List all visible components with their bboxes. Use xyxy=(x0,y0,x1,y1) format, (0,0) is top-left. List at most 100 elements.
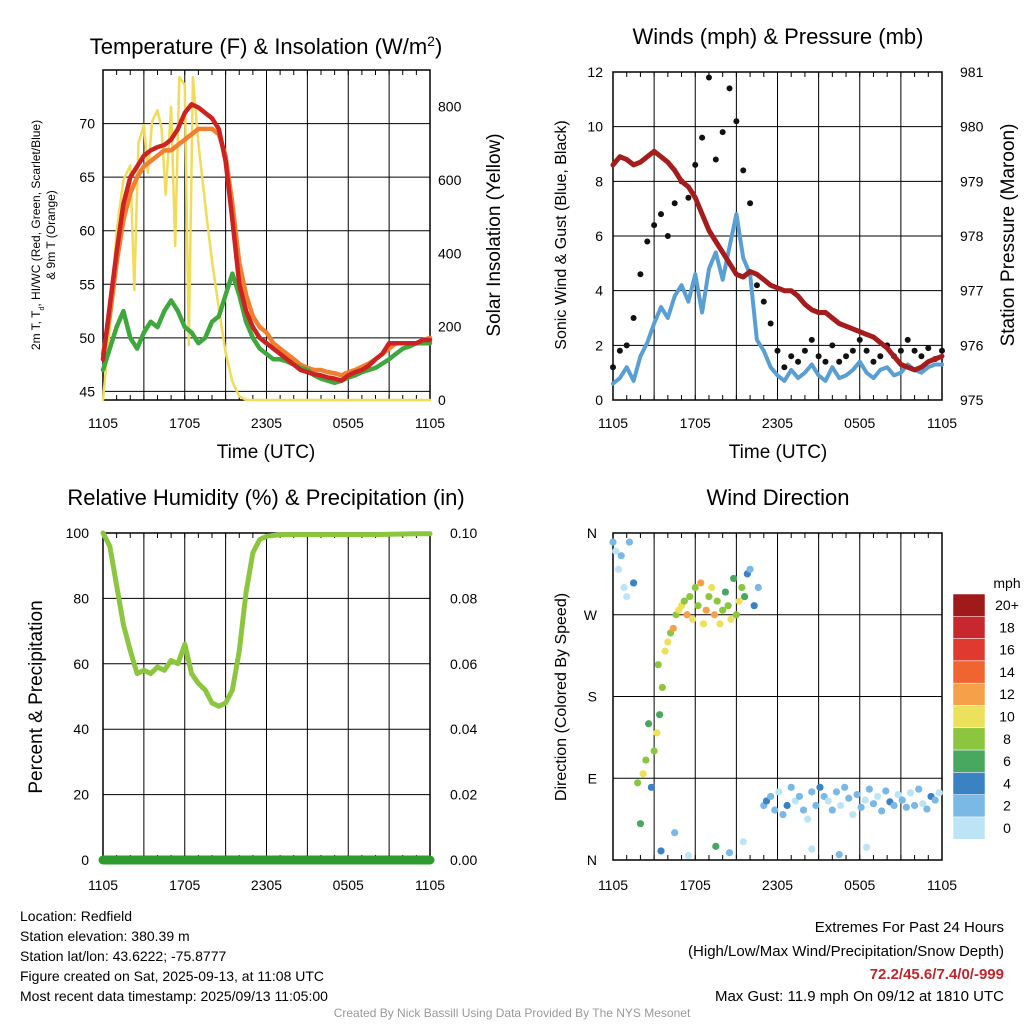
chart-title: Winds (mph) & Pressure (mb) xyxy=(633,24,924,49)
x-tick-label: 1105 xyxy=(88,415,118,431)
gust-point xyxy=(918,353,925,360)
panel-grid xyxy=(102,532,431,861)
direction-point xyxy=(620,583,628,592)
legend-swatch xyxy=(952,816,986,840)
direction-point xyxy=(710,611,719,619)
legend-swatch xyxy=(952,616,986,639)
gust-point xyxy=(911,347,918,354)
direction-point xyxy=(724,602,732,610)
y2-tick-label: 800 xyxy=(438,99,462,115)
y2-axis-label: Solar Insolation (Yellow) xyxy=(484,133,505,336)
direction-point xyxy=(767,792,775,801)
direction-point xyxy=(639,770,647,778)
direction-point xyxy=(923,805,931,813)
legend-label: 14 xyxy=(999,664,1015,680)
direction-point xyxy=(661,647,669,655)
direction-point xyxy=(658,683,666,692)
x-tick-label: 2305 xyxy=(762,877,793,893)
direction-point xyxy=(750,602,758,610)
y-tick-label: N xyxy=(587,852,597,868)
direction-point xyxy=(863,843,871,851)
y-tick-label: 4 xyxy=(595,283,603,299)
x-tick-label: 1105 xyxy=(927,877,957,893)
legend-label: 20+ xyxy=(995,597,1019,613)
direction-point xyxy=(614,565,623,573)
legend-label: 16 xyxy=(999,642,1015,658)
direction-point xyxy=(754,583,762,592)
max-gust-text: Max Gust: 11.9 mph On 09/12 at 1810 UTC xyxy=(714,988,1004,1005)
gust-point xyxy=(610,364,616,371)
legend-swatch xyxy=(952,593,986,617)
x-axis-label: Time (UTC) xyxy=(729,442,828,463)
pressure-line xyxy=(610,148,945,373)
y2-tick-label: 0.08 xyxy=(450,590,477,606)
direction-point xyxy=(694,602,702,610)
direction-point xyxy=(836,801,845,810)
direction-point xyxy=(708,583,716,592)
y-axis-label: 2m T, Td, HI/WC (Red, Green, Scarlet/Blu… xyxy=(29,120,46,350)
direction-point xyxy=(853,791,861,799)
direction-point xyxy=(730,574,738,583)
gust-point xyxy=(664,233,671,239)
direction-point xyxy=(845,794,853,802)
temp-series-line xyxy=(101,76,432,402)
y-tick-label: 2 xyxy=(595,337,603,353)
temp-series-line xyxy=(100,102,433,383)
temp-series-line xyxy=(100,271,433,386)
y2-tick-label: 975 xyxy=(960,392,984,408)
direction-point xyxy=(828,806,836,814)
direction-point xyxy=(882,787,890,795)
gust-point xyxy=(767,320,774,327)
y-axis-label: Percent & Precipitation xyxy=(26,600,47,793)
chart-title: Relative Humidity (%) & Precipitation (i… xyxy=(67,485,464,510)
gust-point xyxy=(719,129,726,136)
gust-point xyxy=(712,156,719,163)
direction-point xyxy=(771,806,779,814)
gust-point xyxy=(657,211,664,218)
legend-swatch xyxy=(952,638,986,662)
extremes-title: Extremes For Past 24 Hours xyxy=(814,919,1004,936)
direction-point xyxy=(612,547,620,555)
direction-point xyxy=(816,783,824,791)
direction-point xyxy=(683,611,691,619)
y-tick-label: 70 xyxy=(79,116,95,132)
y-tick-label: 0 xyxy=(81,852,89,868)
legend-swatch xyxy=(952,772,986,795)
x-tick-label: 1105 xyxy=(88,877,118,893)
direction-point xyxy=(716,620,724,628)
direction-point xyxy=(634,779,642,787)
x-tick-label: 1705 xyxy=(680,415,711,431)
gust-point xyxy=(904,336,911,343)
direction-point xyxy=(719,606,727,614)
x-tick-label: 1105 xyxy=(415,877,445,893)
direction-point xyxy=(735,597,743,605)
y-tick-label: 60 xyxy=(79,223,95,239)
x-tick-label: 1105 xyxy=(598,877,628,893)
direction-point xyxy=(713,597,721,605)
direction-point xyxy=(799,806,808,814)
gust-point xyxy=(829,342,836,349)
gust-point xyxy=(863,347,870,354)
x-tick-label: 1705 xyxy=(169,415,200,431)
gust-point xyxy=(747,200,754,207)
y-axis-label: Direction (Colored By Speed) xyxy=(553,593,570,801)
direction-point xyxy=(931,796,939,804)
legend-label: 18 xyxy=(999,619,1015,635)
x-tick-label: 1105 xyxy=(415,415,445,431)
direction-point xyxy=(915,785,923,793)
extremes-description: (High/Low/Max Wind/Precipitation/Snow De… xyxy=(688,943,1004,960)
direction-point xyxy=(617,552,625,560)
y2-tick-label: 200 xyxy=(438,319,462,335)
y2-tick-label: 0.04 xyxy=(450,721,477,737)
legend-swatch xyxy=(952,794,986,818)
direction-point xyxy=(894,791,902,799)
plot-frame xyxy=(612,71,943,401)
direction-point xyxy=(656,711,664,719)
gust-point xyxy=(651,222,658,229)
recent-data-text: Most recent data timestamp: 2025/09/13 1… xyxy=(20,988,328,1004)
y2-tick-label: 600 xyxy=(438,172,462,188)
direction-point xyxy=(653,729,661,737)
gust-point xyxy=(685,194,692,201)
gust-point xyxy=(870,358,877,365)
legend-label: 4 xyxy=(1003,775,1011,791)
